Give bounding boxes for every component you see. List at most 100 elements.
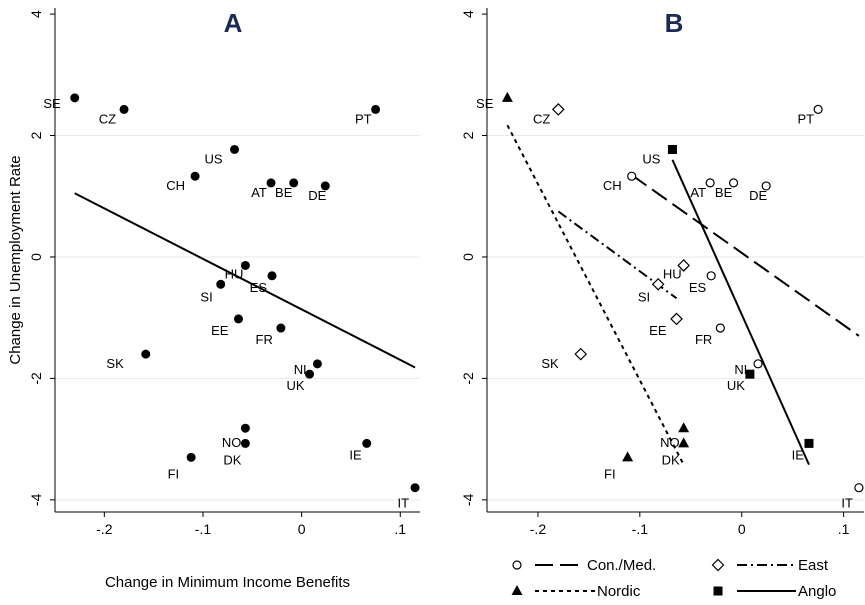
y-tick-label: 4 [28, 10, 44, 18]
legend-marker [711, 558, 725, 572]
y-tick-label: 2 [28, 131, 44, 139]
data-point [266, 178, 276, 188]
point-label: HU [663, 266, 682, 281]
legend-label: Nordic [597, 583, 641, 600]
legend-marker [713, 586, 723, 596]
data-point [305, 369, 315, 379]
point-label: CH [166, 178, 185, 193]
point-label: DE [308, 188, 326, 203]
fit-line-nordic [506, 124, 685, 466]
point-label: HU [225, 266, 244, 281]
point-label: PT [355, 111, 372, 126]
point-label: AT [690, 185, 706, 200]
point-label: SI [638, 289, 650, 304]
data-point [312, 359, 322, 369]
point-label: SE [43, 96, 61, 111]
point-label: DK [223, 452, 241, 467]
legend-marker [511, 585, 523, 595]
data-point [667, 144, 677, 154]
data-point [362, 438, 372, 448]
point-label: US [204, 151, 222, 166]
x-tick-label: -.2 [530, 521, 547, 537]
data-point [706, 271, 716, 281]
y-tick-label: 0 [28, 253, 44, 261]
y-tick-label: 0 [460, 253, 476, 261]
data-point [574, 347, 588, 361]
y-tick-label: -2 [28, 372, 44, 385]
legend-label: Con./Med. [587, 557, 656, 574]
data-point [728, 178, 739, 188]
data-point [233, 314, 243, 324]
data-point [267, 271, 277, 281]
point-label: SK [106, 356, 124, 371]
legend-entry: East [711, 557, 829, 574]
x-tick-label: .1 [394, 521, 406, 537]
point-label: IT [841, 496, 853, 511]
data-point [677, 259, 690, 272]
y-axis-label: Change in Unemployment Rate [7, 155, 24, 364]
point-label: SK [541, 356, 559, 371]
point-label: PT [798, 111, 815, 126]
x-tick-label: -.1 [632, 521, 649, 537]
data-point [186, 452, 196, 462]
x-tick-label: .1 [838, 521, 850, 537]
point-label: FI [604, 466, 616, 481]
data-point [761, 181, 771, 191]
point-label: CZ [99, 111, 116, 126]
data-point [119, 104, 129, 114]
point-label: EE [211, 323, 229, 338]
fit-line [74, 192, 416, 369]
panel-title: B [665, 8, 684, 38]
data-point [854, 483, 864, 493]
y-tick-label: 4 [460, 10, 476, 18]
panel-a: -4 -2 0 2 4 -.2 -.1 0 .1 A SE CZ PT US CH AT BE DE HU ES SI E… [7, 8, 420, 591]
y-tick-label: -4 [460, 493, 476, 506]
legend-entry: Nordic [511, 583, 641, 600]
data-point [410, 483, 420, 493]
point-label: FR [695, 332, 712, 347]
point-label: DE [749, 188, 767, 203]
data-point [651, 277, 665, 291]
data-point [804, 438, 814, 448]
legend-entry: Con./Med. [512, 557, 656, 574]
point-label: CH [603, 178, 622, 193]
point-label: SE [476, 96, 494, 111]
data-point [216, 279, 226, 289]
point-label: IE [792, 447, 805, 462]
data-point [240, 423, 250, 433]
point-label: AT [251, 185, 267, 200]
data-point [371, 104, 381, 114]
point-label: UK [727, 378, 745, 393]
data-point [622, 451, 634, 462]
point-label: NO [222, 435, 242, 450]
x-axis-label: Change in Minimum Income Benefits [105, 574, 350, 591]
point-label: BE [275, 185, 293, 200]
data-point [320, 181, 330, 191]
data-point [715, 323, 725, 333]
legend: Con./Med. East Nordic Anglo [511, 557, 836, 600]
point-label: UK [286, 378, 304, 393]
point-label: NO [660, 435, 680, 450]
point-label: BE [715, 185, 733, 200]
data-point [745, 369, 755, 379]
point-label: DK [662, 452, 680, 467]
panel-title: A [224, 8, 243, 38]
legend-label: East [798, 557, 829, 574]
point-label: IE [349, 447, 362, 462]
point-label: EE [649, 323, 667, 338]
data-point [813, 104, 823, 115]
legend-marker [512, 560, 522, 570]
data-point [240, 438, 250, 448]
data-point [289, 178, 299, 188]
data-point [276, 323, 286, 333]
y-tick-label: 2 [460, 131, 476, 139]
data-point [678, 422, 690, 433]
x-tick-label: -.1 [195, 521, 212, 537]
point-label: FI [168, 466, 180, 481]
legend-label: Anglo [798, 583, 836, 600]
x-tick-label: -.2 [96, 521, 113, 537]
data-point [753, 359, 763, 369]
point-label: CZ [533, 111, 550, 126]
point-label: ES [250, 280, 268, 295]
point-label: ES [689, 280, 707, 295]
